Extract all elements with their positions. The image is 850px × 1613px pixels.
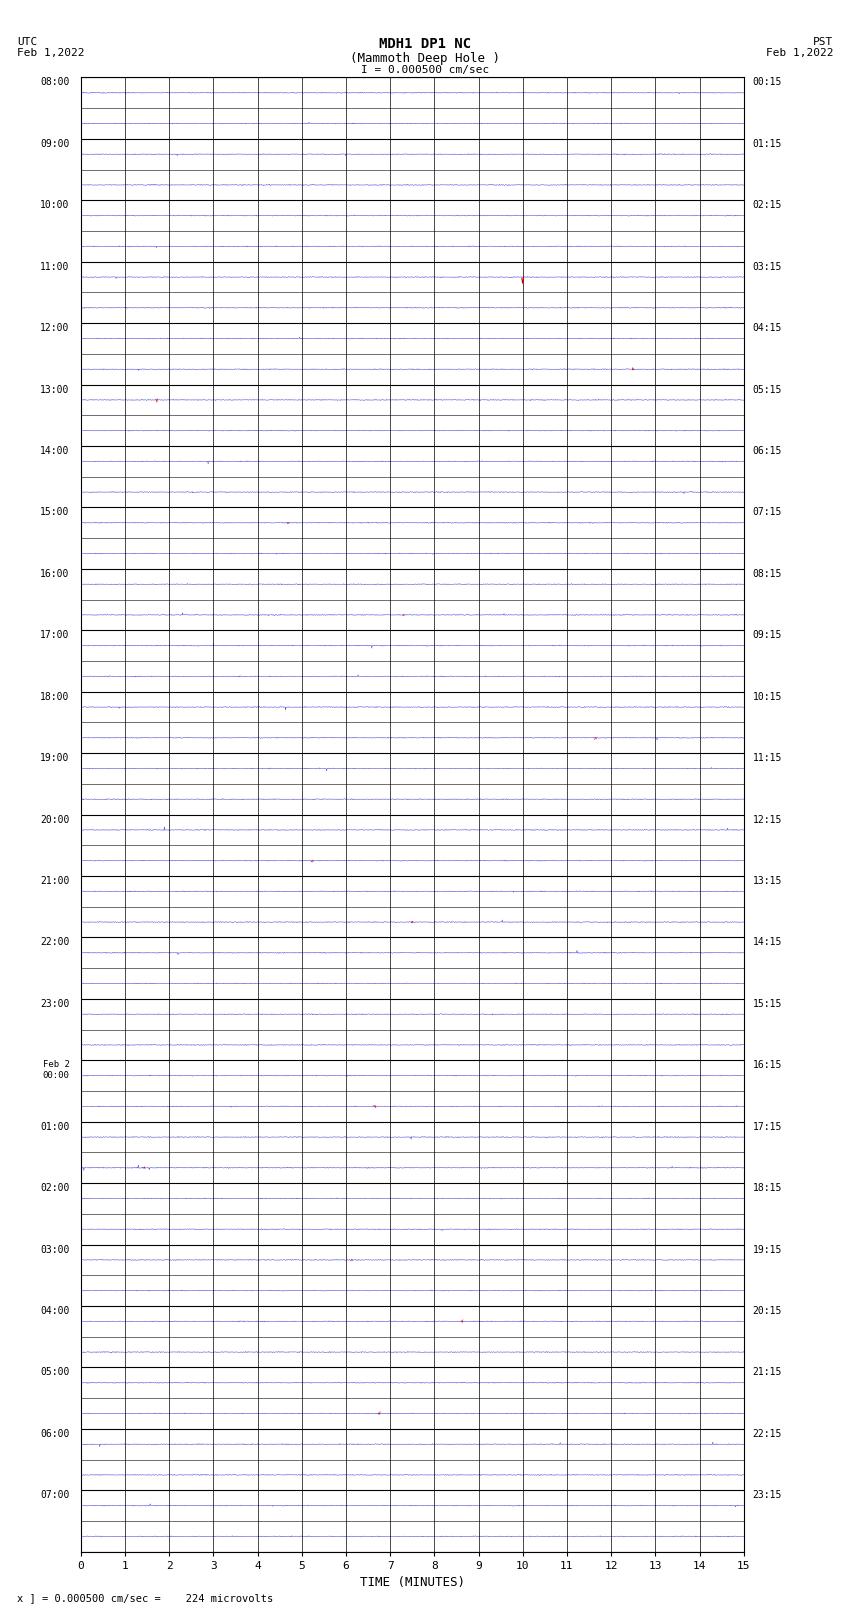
Text: 04:00: 04:00 [40,1307,70,1316]
Text: 18:00: 18:00 [40,692,70,702]
Text: MDH1 DP1 NC: MDH1 DP1 NC [379,37,471,52]
Text: 11:00: 11:00 [40,261,70,271]
Text: 17:00: 17:00 [40,631,70,640]
Text: 15:15: 15:15 [752,998,782,1008]
Text: 13:00: 13:00 [40,384,70,395]
Text: 05:00: 05:00 [40,1368,70,1378]
Text: 13:15: 13:15 [752,876,782,886]
Text: Feb 1,2022: Feb 1,2022 [17,48,84,58]
Text: 22:15: 22:15 [752,1429,782,1439]
Text: Feb 2
00:00: Feb 2 00:00 [42,1060,70,1079]
Text: 03:00: 03:00 [40,1245,70,1255]
Text: UTC: UTC [17,37,37,47]
Text: 05:15: 05:15 [752,384,782,395]
Text: 16:15: 16:15 [752,1060,782,1071]
Text: 10:00: 10:00 [40,200,70,210]
Text: 01:15: 01:15 [752,139,782,148]
Text: 02:15: 02:15 [752,200,782,210]
Text: 04:15: 04:15 [752,323,782,334]
Text: 06:15: 06:15 [752,447,782,456]
Text: (Mammoth Deep Hole ): (Mammoth Deep Hole ) [350,52,500,65]
Text: 14:00: 14:00 [40,447,70,456]
Text: PST: PST [813,37,833,47]
Text: x ] = 0.000500 cm/sec =    224 microvolts: x ] = 0.000500 cm/sec = 224 microvolts [17,1594,273,1603]
Text: I = 0.000500 cm/sec: I = 0.000500 cm/sec [361,65,489,74]
Text: 07:15: 07:15 [752,508,782,518]
Text: 02:00: 02:00 [40,1182,70,1194]
Text: 07:00: 07:00 [40,1490,70,1500]
Text: 17:15: 17:15 [752,1121,782,1132]
Text: 19:00: 19:00 [40,753,70,763]
Text: 08:15: 08:15 [752,569,782,579]
Text: 19:15: 19:15 [752,1245,782,1255]
Text: 03:15: 03:15 [752,261,782,271]
Text: 09:15: 09:15 [752,631,782,640]
Text: 21:15: 21:15 [752,1368,782,1378]
Text: 10:15: 10:15 [752,692,782,702]
Text: 06:00: 06:00 [40,1429,70,1439]
Text: 23:00: 23:00 [40,998,70,1008]
Text: 01:00: 01:00 [40,1121,70,1132]
Text: 22:00: 22:00 [40,937,70,947]
Text: 18:15: 18:15 [752,1182,782,1194]
Text: 12:00: 12:00 [40,323,70,334]
Text: 16:00: 16:00 [40,569,70,579]
Text: 23:15: 23:15 [752,1490,782,1500]
Text: 15:00: 15:00 [40,508,70,518]
Text: 11:15: 11:15 [752,753,782,763]
Text: 12:15: 12:15 [752,815,782,824]
Text: 21:00: 21:00 [40,876,70,886]
Text: Feb 1,2022: Feb 1,2022 [766,48,833,58]
Text: 14:15: 14:15 [752,937,782,947]
Text: 20:00: 20:00 [40,815,70,824]
Text: 08:00: 08:00 [40,77,70,87]
Text: 00:15: 00:15 [752,77,782,87]
Text: 20:15: 20:15 [752,1307,782,1316]
X-axis label: TIME (MINUTES): TIME (MINUTES) [360,1576,465,1589]
Text: 09:00: 09:00 [40,139,70,148]
